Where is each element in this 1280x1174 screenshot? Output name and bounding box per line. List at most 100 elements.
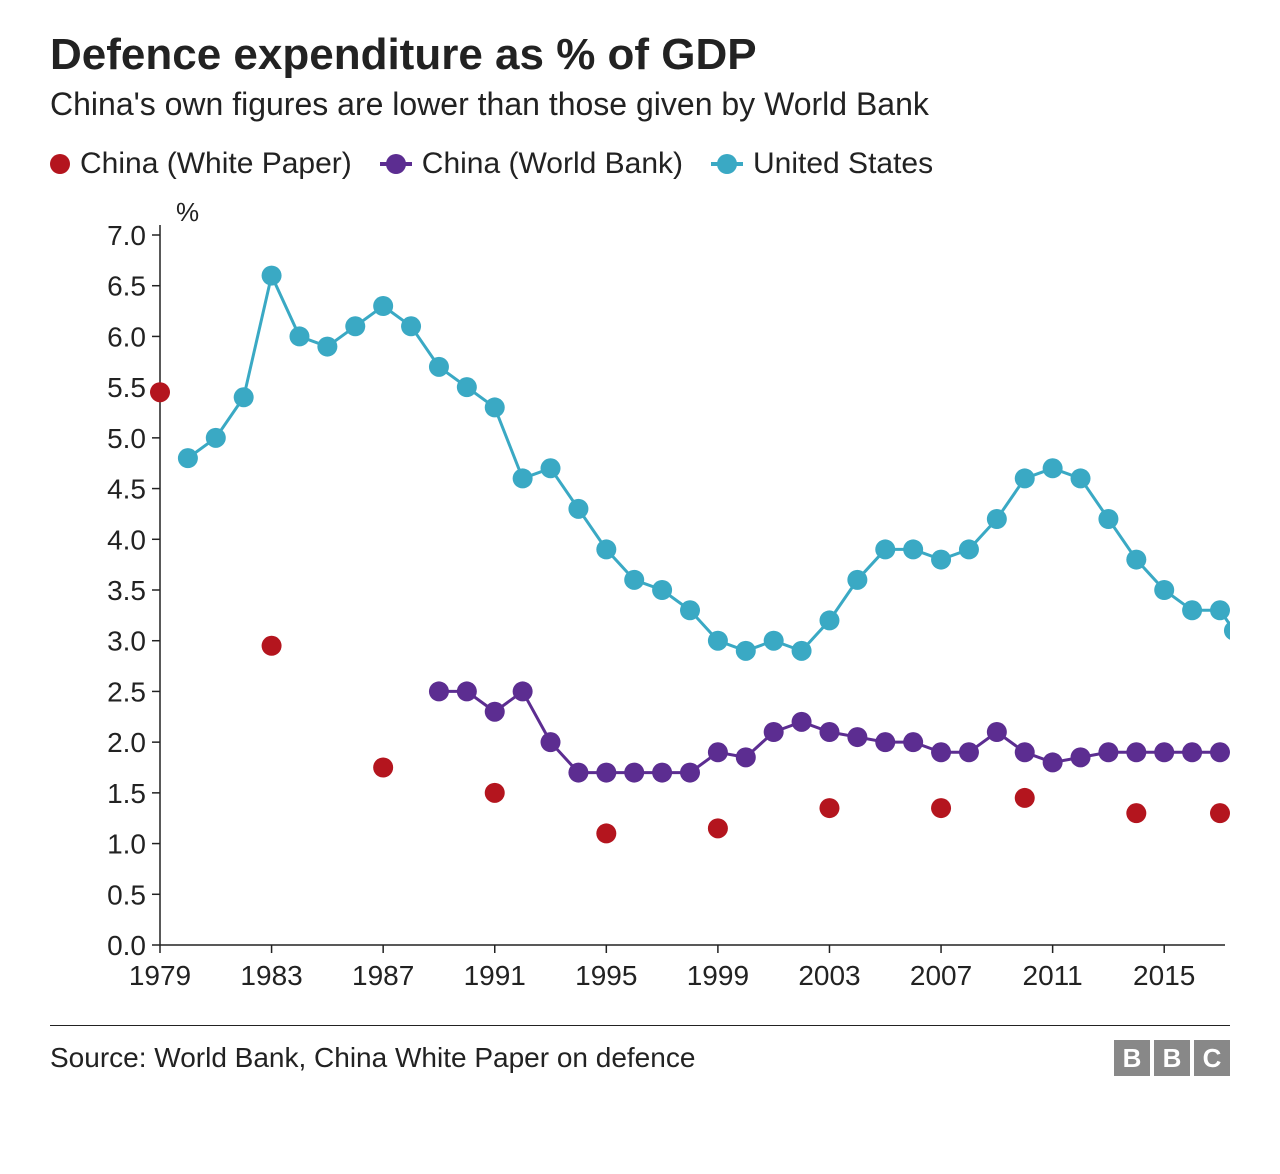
series-point-united_states [513,468,533,488]
y-tick-label: 7.0 [107,220,146,251]
series-point-china_white_paper [708,818,728,838]
legend-swatch [380,162,412,166]
series-point-united_states [708,631,728,651]
legend-dot-icon [386,154,406,174]
series-point-china_world_bank [652,763,672,783]
series-point-china_world_bank [931,742,951,762]
series-point-china_world_bank [1043,752,1063,772]
chart-container: Defence expenditure as % of GDP China's … [0,0,1280,1174]
series-point-united_states [987,509,1007,529]
series-point-china_world_bank [1015,742,1035,762]
series-point-china_world_bank [568,763,588,783]
x-tick-label: 2015 [1133,960,1195,991]
series-point-united_states [624,570,644,590]
y-tick-label: 2.5 [107,676,146,707]
series-point-united_states [401,316,421,336]
y-tick-label: 4.0 [107,524,146,555]
series-point-china_white_paper [819,798,839,818]
source-text: Source: World Bank, China White Paper on… [50,1042,695,1074]
legend-dot-icon [717,154,737,174]
x-tick-label: 2011 [1023,960,1083,991]
series-point-united_states [1210,600,1230,620]
series-point-united_states [568,499,588,519]
series-point-china_white_paper [1126,803,1146,823]
series-point-united_states [1098,509,1118,529]
series-point-united_states [1182,600,1202,620]
series-point-united_states [596,539,616,559]
series-point-united_states [234,387,254,407]
series-point-united_states [903,539,923,559]
series-point-united_states [1126,550,1146,570]
series-point-united_states [206,428,226,448]
series-point-united_states [178,448,198,468]
x-tick-label: 1983 [240,960,302,991]
series-point-united_states [680,600,700,620]
y-tick-label: 6.5 [107,271,146,302]
y-axis-label: % [176,197,199,227]
legend-item-china_world_bank: China (World Bank) [380,147,683,181]
x-tick-label: 1979 [129,960,191,991]
legend-item-united_states: United States [711,147,933,181]
series-point-united_states [289,326,309,346]
y-tick-label: 3.5 [107,575,146,606]
series-point-united_states [485,397,505,417]
y-tick-label: 1.5 [107,778,146,809]
series-point-china_world_bank [680,763,700,783]
x-tick-label: 1987 [352,960,414,991]
x-tick-label: 1991 [464,960,526,991]
series-line-united_states [188,276,1230,651]
series-point-china_white_paper [262,636,282,656]
x-tick-label: 2007 [910,960,972,991]
series-point-united_states [847,570,867,590]
series-point-china_world_bank [596,763,616,783]
series-point-china_world_bank [792,712,812,732]
series-point-united_states [1071,468,1091,488]
x-tick-label: 2003 [798,960,860,991]
series-point-china_white_paper [1015,788,1035,808]
series-point-united_states [457,377,477,397]
series-point-china_world_bank [429,681,449,701]
series-point-united_states [345,316,365,336]
chart-plot-area: 0.00.51.01.52.02.53.03.54.04.55.05.56.06… [50,195,1230,1015]
series-point-china_white_paper [931,798,951,818]
y-tick-label: 5.5 [107,372,146,403]
bbc-logo: BBC [1114,1040,1230,1076]
series-point-united_states [736,641,756,661]
series-point-united_states [959,539,979,559]
bbc-box: B [1154,1040,1190,1076]
series-point-china_world_bank [1098,742,1118,762]
y-tick-label: 0.5 [107,879,146,910]
legend-label: China (World Bank) [422,147,683,181]
series-point-united_states [792,641,812,661]
series-point-china_white_paper [150,382,170,402]
y-tick-label: 1.0 [107,829,146,860]
y-tick-label: 5.0 [107,423,146,454]
series-point-united_states [1154,580,1174,600]
chart-subtitle: China's own figures are lower than those… [50,86,1230,123]
chart-svg: 0.00.51.01.52.02.53.03.54.04.55.05.56.06… [50,195,1230,1015]
series-point-china_world_bank [485,702,505,722]
series-point-china_world_bank [764,722,784,742]
series-point-china_world_bank [624,763,644,783]
series-point-china_world_bank [736,747,756,767]
series-point-china_world_bank [1071,747,1091,767]
series-point-china_world_bank [819,722,839,742]
series-point-united_states [1043,458,1063,478]
series-point-united_states [931,550,951,570]
y-tick-label: 3.0 [107,626,146,657]
series-point-china_world_bank [1154,742,1174,762]
y-tick-label: 6.0 [107,321,146,352]
series-point-china_world_bank [708,742,728,762]
series-point-united_states [373,296,393,316]
series-point-china_world_bank [513,681,533,701]
series-point-united_states [875,539,895,559]
y-tick-label: 2.0 [107,727,146,758]
bbc-box: C [1194,1040,1230,1076]
series-point-china_world_bank [959,742,979,762]
series-point-china_white_paper [596,823,616,843]
x-tick-label: 1995 [575,960,637,991]
legend-swatch [711,162,743,166]
legend-label: China (White Paper) [80,147,352,181]
series-point-china_world_bank [1126,742,1146,762]
series-point-united_states [764,631,784,651]
